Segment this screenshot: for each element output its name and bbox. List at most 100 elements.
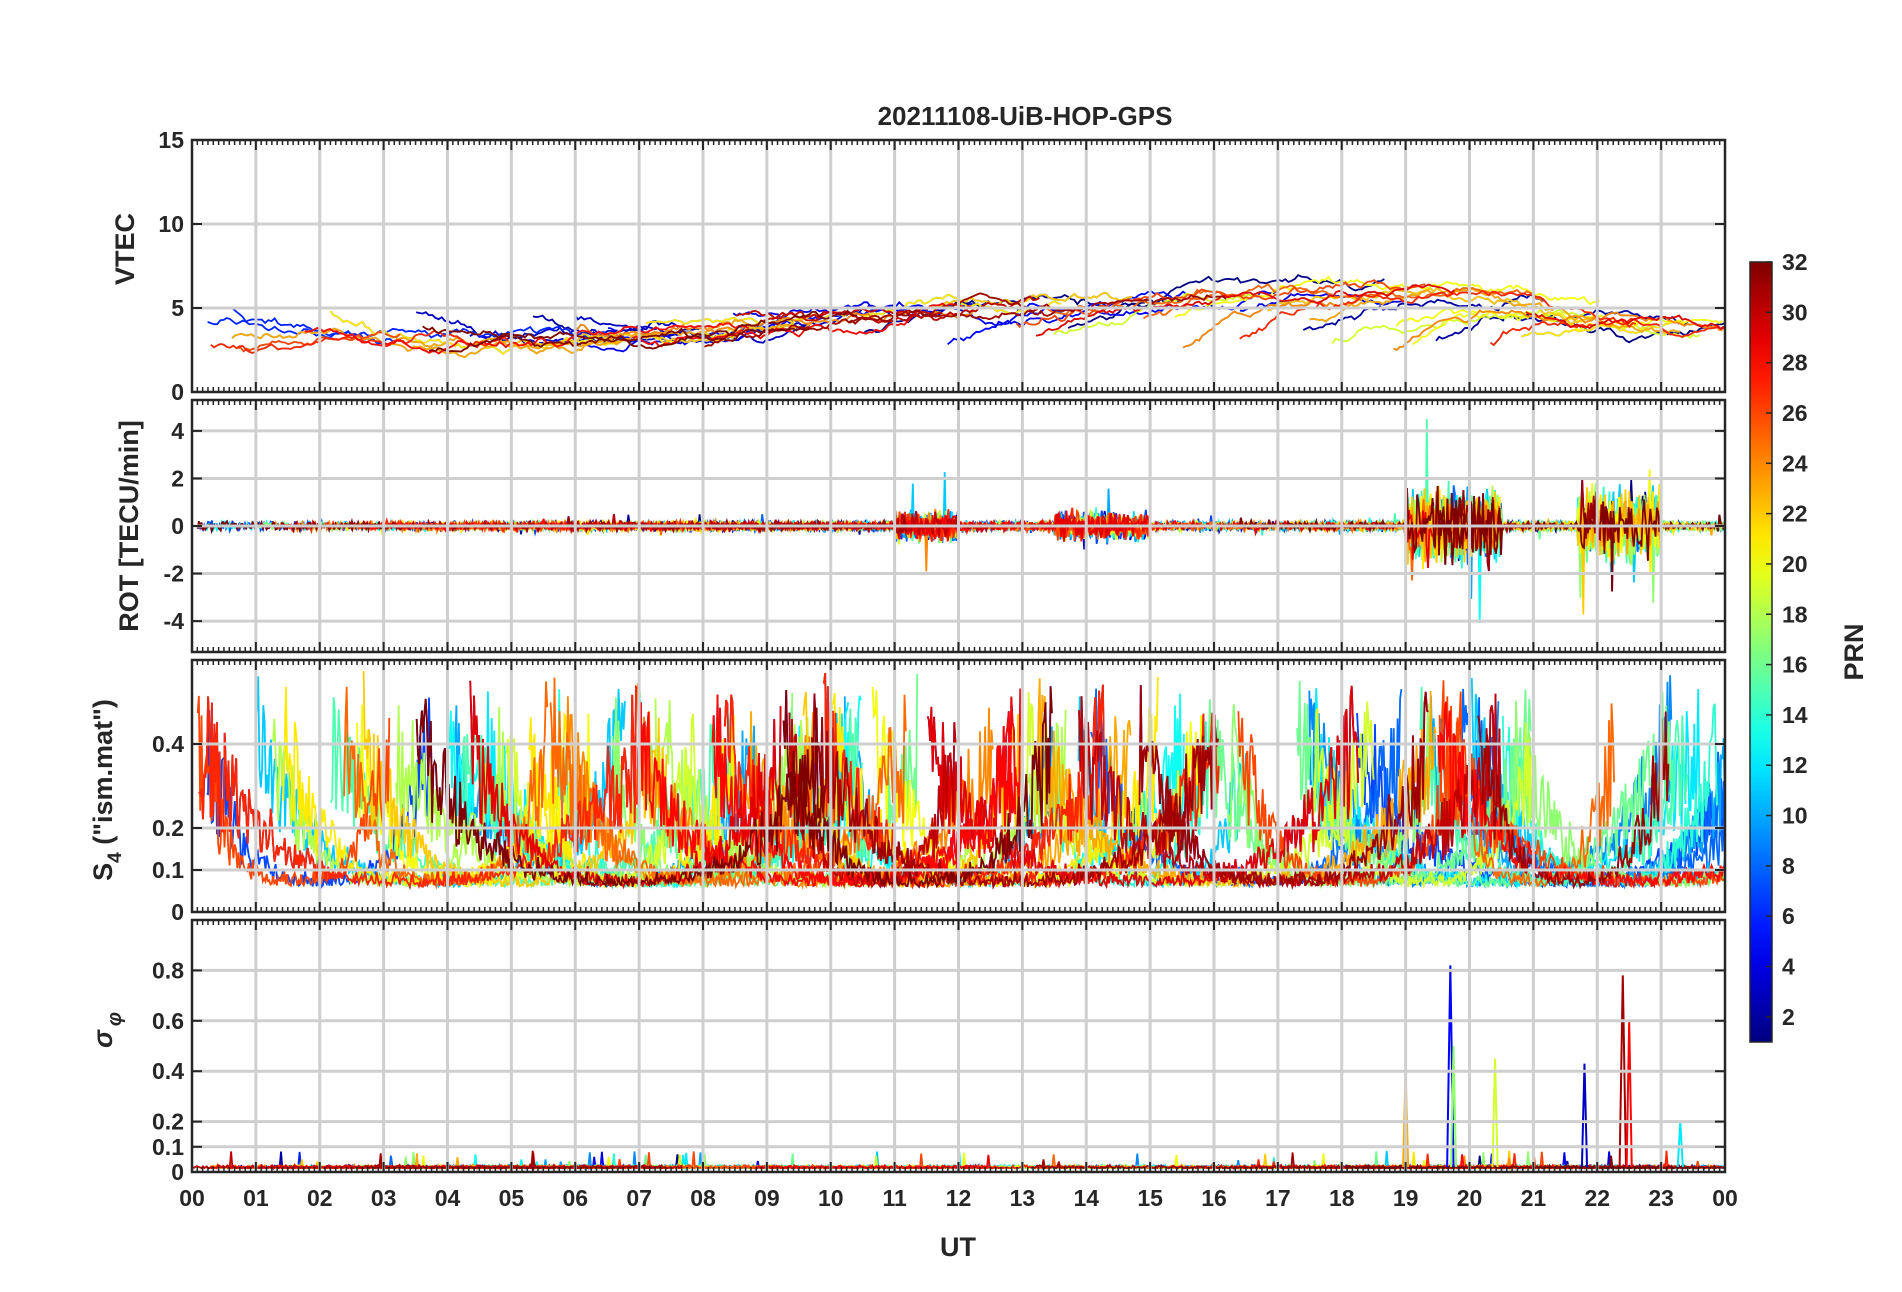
trace-prn-29 bbox=[755, 1154, 1005, 1170]
x-tick-label: 04 bbox=[435, 1185, 461, 1211]
y-tick-label: 0.4 bbox=[152, 1058, 184, 1084]
x-tick-label: 00 bbox=[179, 1185, 205, 1211]
sigma-phi-ticks bbox=[190, 918, 1727, 1174]
colorbar-tick-label: 20 bbox=[1782, 551, 1808, 577]
trace-prn-27 bbox=[1489, 317, 1724, 347]
panel-frame bbox=[190, 658, 1727, 914]
trace-prn-32 bbox=[1531, 1155, 1725, 1170]
vtec-y-axis-label: VTEC bbox=[110, 213, 140, 285]
colorbar-tick-label: 2 bbox=[1782, 1004, 1795, 1030]
rot-y-axis-label: ROT [TECU/min] bbox=[114, 420, 144, 631]
trace-prn-3 bbox=[416, 311, 679, 342]
trace-prn-26 bbox=[1015, 279, 1426, 329]
x-tick-label: 10 bbox=[818, 1185, 844, 1211]
sigma-phi-spike bbox=[1618, 975, 1627, 1167]
x-tick-label: 06 bbox=[562, 1185, 588, 1211]
vtec-traces bbox=[207, 273, 1726, 359]
trace-prn-25 bbox=[549, 677, 907, 890]
x-tick-label: 23 bbox=[1648, 1185, 1674, 1211]
sigma-phi-y-tick-labels: 00.10.2 0.4 0.6 0.8 bbox=[152, 957, 184, 1185]
x-tick-label: 02 bbox=[307, 1185, 333, 1211]
trace-prn-25 bbox=[1447, 703, 1615, 888]
panel-frame bbox=[190, 138, 1727, 394]
colorbar-ticks bbox=[1766, 261, 1772, 1018]
colorbar-gradient bbox=[1749, 261, 1773, 1043]
colorbar-tick-label: 4 bbox=[1782, 954, 1795, 980]
rot-ticks bbox=[190, 398, 1727, 654]
trace-prn-1 bbox=[1067, 273, 1385, 329]
x-tick-label: 00 bbox=[1712, 1185, 1738, 1211]
x-tick-label: 08 bbox=[690, 1185, 716, 1211]
x-tick-label: 19 bbox=[1393, 1185, 1419, 1211]
vtec-grid bbox=[192, 140, 1725, 392]
trace-prn-28 bbox=[304, 322, 750, 355]
trace-prn-2 bbox=[1302, 294, 1547, 331]
y-tick-label: -2 bbox=[164, 561, 184, 587]
vtec-y-tick-labels: 0 5 10 15 bbox=[158, 127, 184, 405]
sigma-phi-spike bbox=[1449, 1045, 1458, 1167]
trace-prn-26 bbox=[196, 695, 391, 888]
x-tick-label: 11 bbox=[882, 1185, 907, 1211]
trace-prn-23 bbox=[1036, 678, 1437, 888]
x-tick-label: 16 bbox=[1201, 1185, 1227, 1211]
x-tick-label: 12 bbox=[946, 1185, 972, 1211]
trace-prn-22 bbox=[930, 291, 1133, 310]
x-tick-label: 18 bbox=[1329, 1185, 1355, 1211]
y-tick-label: 0 bbox=[171, 899, 184, 925]
colorbar-tick-label: 14 bbox=[1782, 702, 1808, 728]
s4-grid bbox=[192, 660, 1725, 912]
vtec-ticks bbox=[190, 138, 1727, 394]
x-tick-label: 22 bbox=[1584, 1185, 1610, 1211]
x-axis-label: UT bbox=[940, 1232, 976, 1262]
trace-prn-31 bbox=[701, 303, 1051, 348]
x-tick-label: 21 bbox=[1521, 1185, 1547, 1211]
colorbar-tick-label: 26 bbox=[1782, 400, 1808, 426]
y-tick-label: 0 bbox=[171, 513, 184, 539]
colorbar-tick-label: 6 bbox=[1782, 903, 1795, 929]
trace-prn-23 bbox=[1309, 287, 1681, 334]
y-tick-label: 0.1 bbox=[152, 857, 184, 883]
y-tick-label: 5 bbox=[171, 295, 184, 321]
colorbar-tick-label: 30 bbox=[1782, 299, 1808, 325]
vtec-panel: 0 5 10 15 VTEC bbox=[110, 127, 1727, 405]
trace-prn-32 bbox=[428, 309, 858, 353]
trace-prn-29 bbox=[1035, 283, 1455, 337]
trace-prn-21 bbox=[1520, 320, 1685, 338]
sigma-phi-grid bbox=[192, 920, 1725, 1172]
rot-panel: -4 -2 0 2 4 ROT [TECU/min] bbox=[114, 398, 1727, 654]
colorbar-tick-label: 18 bbox=[1782, 601, 1808, 627]
sigma-phi-y-axis-label: σφ bbox=[88, 1012, 126, 1048]
trace-prn-30 bbox=[636, 511, 994, 538]
trace-prn-32 bbox=[422, 325, 810, 348]
s4-ticks bbox=[190, 658, 1727, 914]
colorbar-tick-label: 24 bbox=[1782, 450, 1808, 476]
y-tick-label: -4 bbox=[164, 608, 185, 634]
trace-prn-29 bbox=[1525, 311, 1725, 330]
panel-frame bbox=[190, 918, 1727, 1174]
sigma-phi-spike bbox=[1580, 1063, 1589, 1167]
y-tick-label: 0 bbox=[171, 379, 184, 405]
sigma-phi-spike bbox=[1491, 1058, 1499, 1167]
y-tick-label: 4 bbox=[171, 418, 184, 444]
rot-y-tick-labels: -4 -2 0 2 4 bbox=[164, 418, 185, 634]
s4-y-tick-labels: 0 0.1 0.2 0.4 bbox=[152, 731, 184, 925]
trace-prn-31 bbox=[1477, 711, 1670, 890]
s4-y-axis-label: S4 ("ism.mat") bbox=[88, 699, 126, 881]
rot-grid bbox=[192, 400, 1725, 652]
y-tick-label: 0.4 bbox=[152, 731, 184, 757]
trace-prn-29 bbox=[469, 680, 782, 890]
sigma-phi-panel: 00.10.2 0.4 0.6 0.8 σφ bbox=[88, 918, 1727, 1185]
colorbar-tick-label: 22 bbox=[1782, 501, 1808, 527]
trace-prn-30 bbox=[735, 295, 1040, 322]
trace-prn-19 bbox=[1331, 308, 1700, 345]
colorbar-tick-label: 12 bbox=[1782, 752, 1808, 778]
trace-prn-32 bbox=[782, 686, 1053, 889]
s4-traces bbox=[196, 671, 1726, 891]
sigma-phi-traces bbox=[192, 965, 1725, 1172]
y-tick-label: 10 bbox=[158, 211, 184, 237]
y-tick-label: 0.2 bbox=[152, 815, 184, 841]
trace-prn-31 bbox=[1138, 685, 1429, 889]
